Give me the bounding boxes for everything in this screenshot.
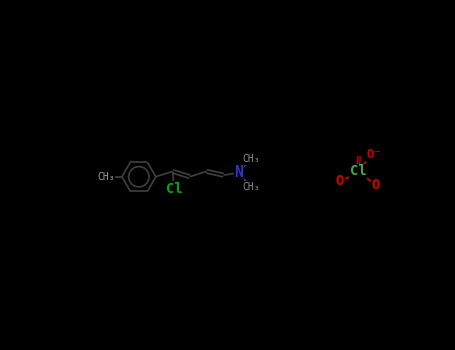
Text: CH₃: CH₃ [243,182,260,192]
Text: CH₃: CH₃ [97,172,115,182]
Text: O: O [372,178,380,192]
Text: Cl: Cl [350,164,367,178]
Text: O⁻: O⁻ [367,148,382,161]
Text: O: O [336,174,344,188]
Text: CH₃: CH₃ [243,154,260,164]
Text: N: N [234,164,243,180]
Text: Cl: Cl [166,182,182,196]
